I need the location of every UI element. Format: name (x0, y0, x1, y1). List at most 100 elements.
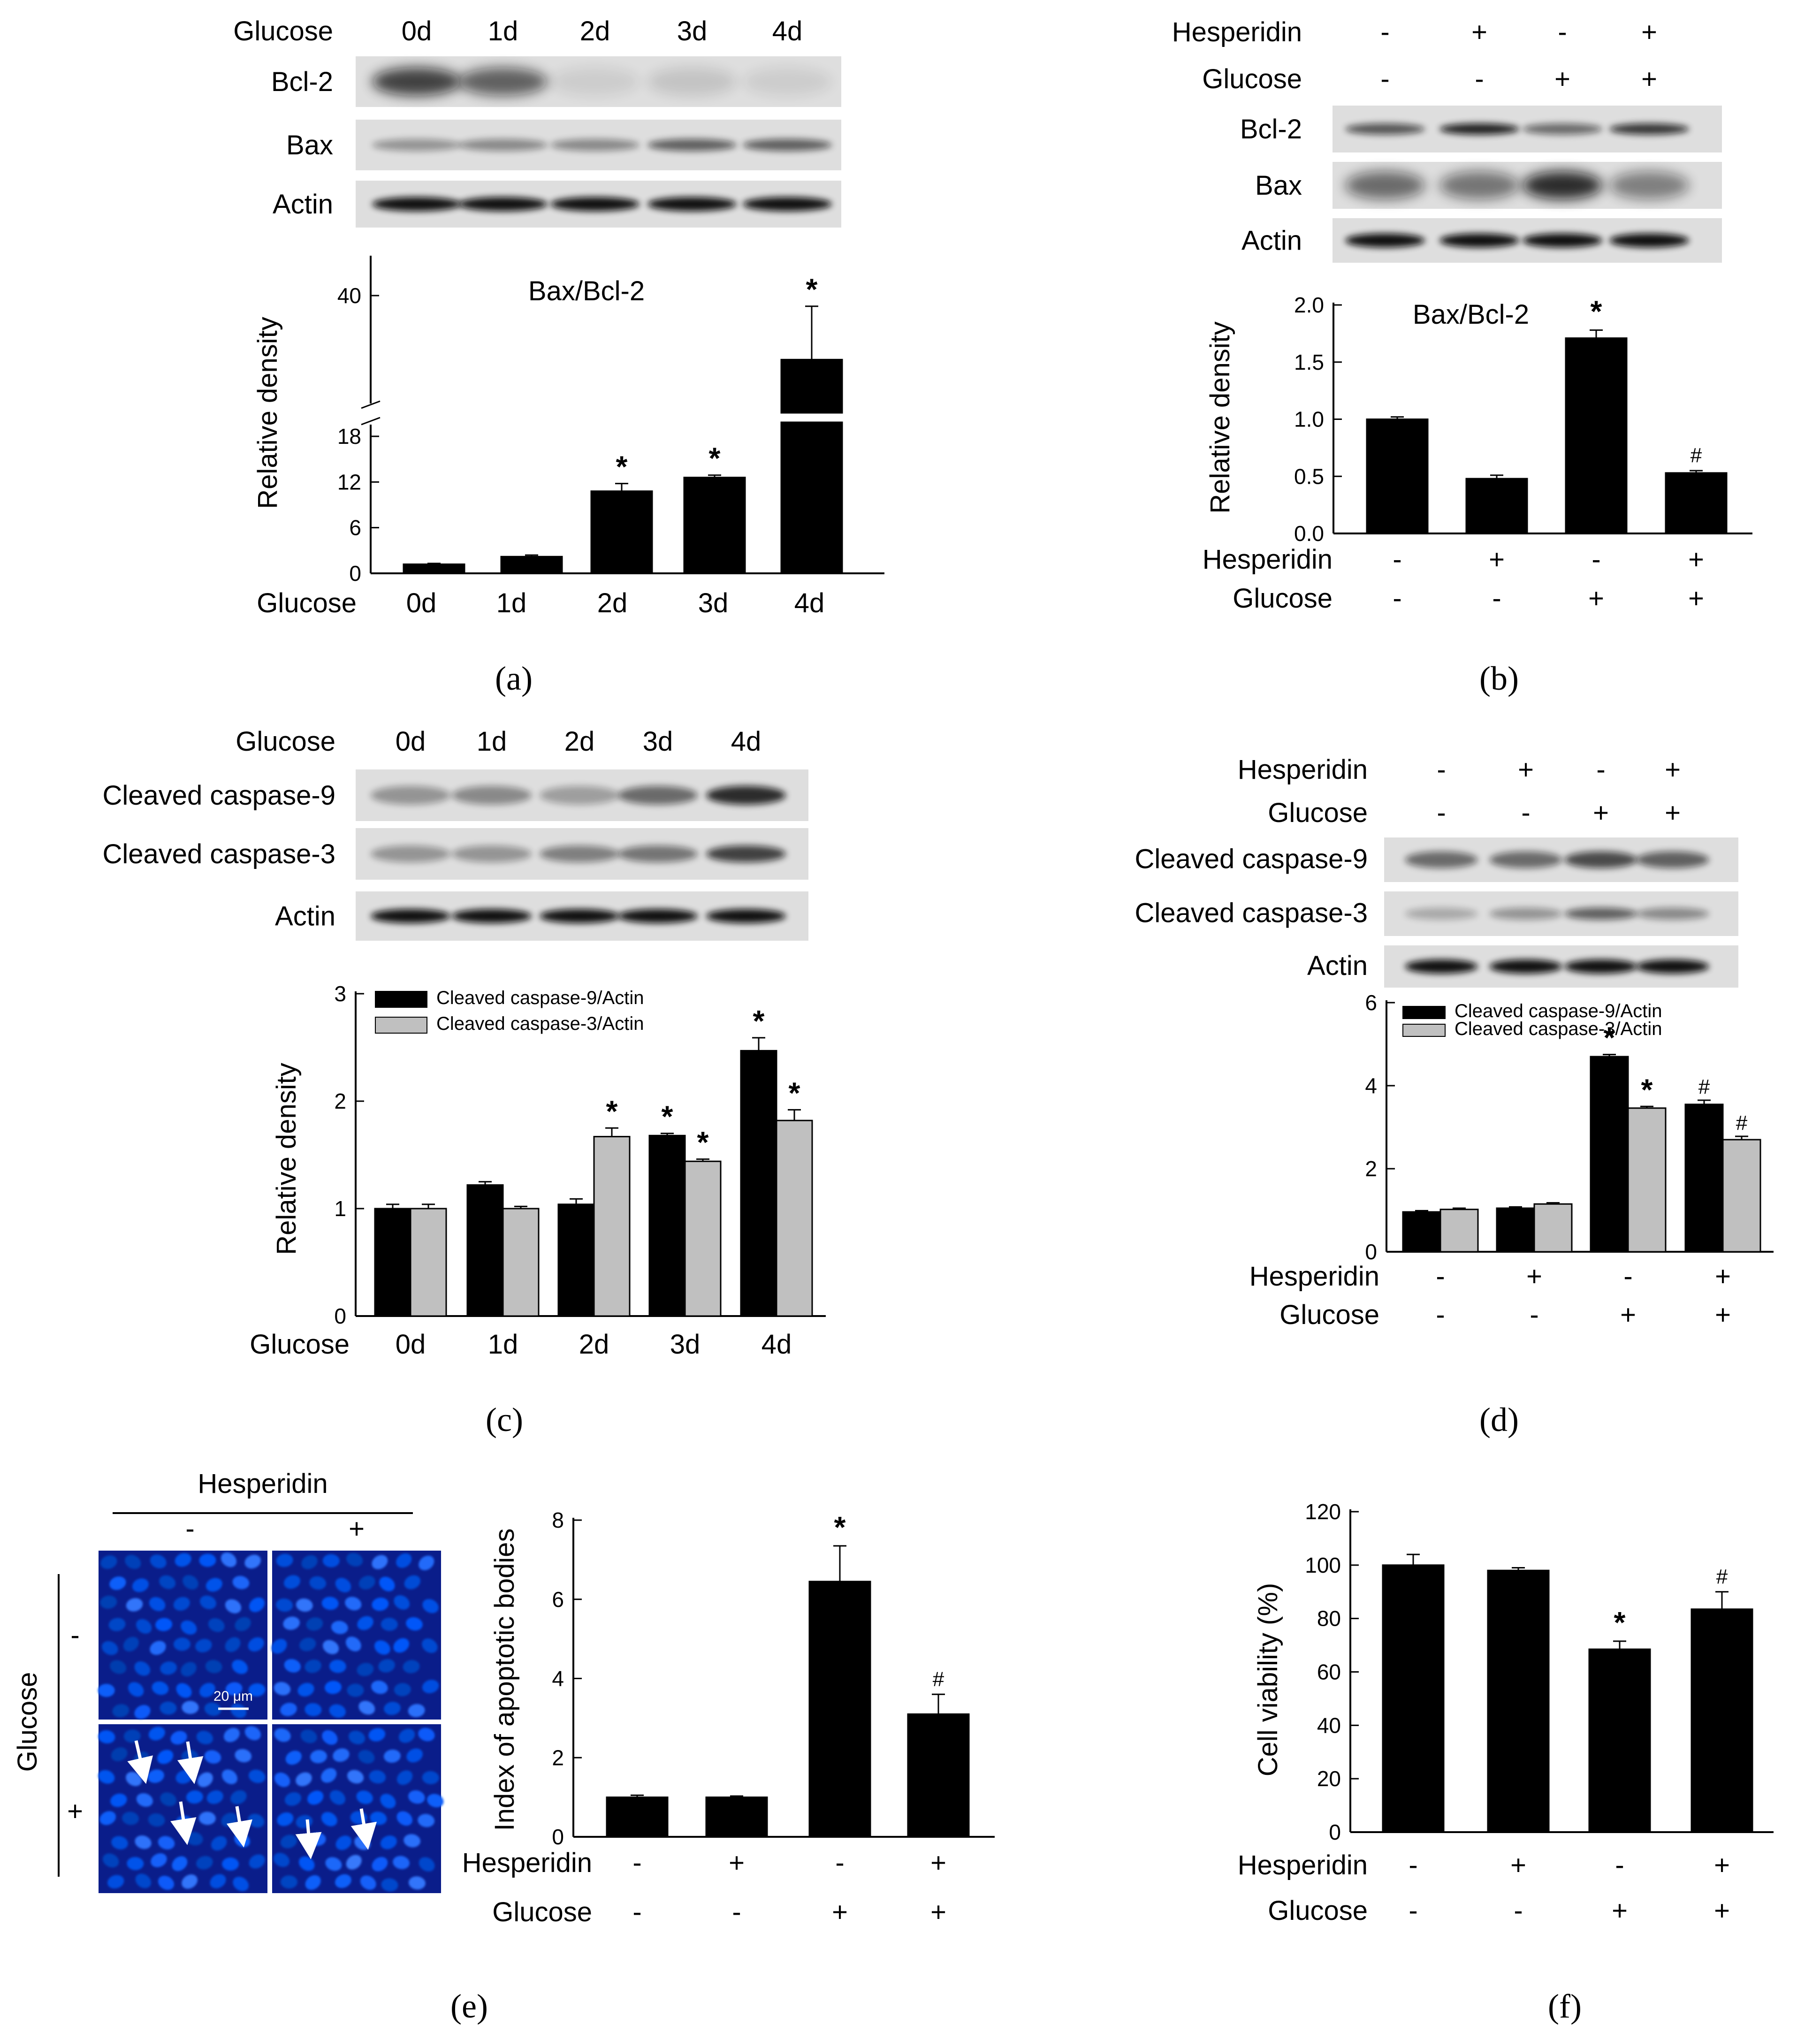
treatment-sign: - (1393, 583, 1401, 614)
nucleus (418, 1814, 435, 1827)
bar (808, 1581, 871, 1838)
nucleus (297, 1682, 314, 1697)
nucleus (404, 1575, 421, 1590)
bar (374, 1208, 411, 1317)
significance-star: * (606, 1094, 618, 1128)
blot-band (458, 139, 548, 151)
nucleus (173, 1597, 190, 1611)
blot-strip (1333, 106, 1722, 152)
nucleus (123, 1636, 139, 1652)
nucleus (274, 1772, 290, 1787)
nucleus (125, 1554, 141, 1569)
treatment-sign: - (1409, 1850, 1417, 1880)
nucleus (274, 1728, 291, 1742)
nucleus (273, 1853, 290, 1867)
nucleus (249, 1854, 265, 1869)
y-tick-label: 20 (1317, 1766, 1341, 1791)
blot-band (458, 68, 548, 96)
western-blots: Glucose 0d 1d 2d 3d 4d Bcl-2 Bax Actin Hesperidin… (102, 16, 1738, 988)
apoptosis-arrow-icon (170, 1801, 197, 1845)
treatment-label: Glucose (1233, 583, 1333, 614)
nucleus (309, 1576, 327, 1590)
y-tick-label: 1.5 (1294, 350, 1324, 374)
nucleus (277, 1812, 294, 1827)
treatment-sign: + (1665, 754, 1681, 785)
chart-c: 0 1 2 3 Relative density Cleaved caspase-9/Ac… (250, 982, 826, 1360)
nucleus (394, 1683, 411, 1697)
nucleus (299, 1637, 316, 1651)
legend-swatch (375, 991, 427, 1008)
x-axis-label: Glucose (257, 588, 357, 618)
x-tick-label: 4d (794, 588, 825, 618)
bar (1588, 1648, 1651, 1833)
significance-star: * (1641, 1073, 1653, 1106)
blot-band (1439, 123, 1519, 135)
nucleus (149, 1597, 166, 1611)
column-sign: - (185, 1514, 194, 1544)
nucleus (235, 1749, 252, 1763)
nucleus (408, 1790, 425, 1804)
bar (1684, 1104, 1724, 1253)
nucleus (406, 1617, 423, 1631)
blot-band (372, 197, 461, 211)
treatment-sign: + (1688, 583, 1704, 614)
treatment-sign: + (1518, 754, 1534, 785)
nucleus (396, 1770, 413, 1785)
nucleus (284, 1659, 301, 1673)
significance-star: * (697, 1126, 709, 1159)
y-tick-label: 40 (337, 283, 361, 308)
y-tick-label: 4 (1365, 1073, 1377, 1098)
y-tick-label: 4 (552, 1667, 564, 1691)
x-tick-label: 1d (488, 1329, 518, 1360)
significance-star: * (806, 273, 818, 306)
nucleus (101, 1641, 118, 1655)
nucleus (155, 1618, 173, 1631)
nucleus (221, 1769, 237, 1784)
lane-label: 2d (580, 16, 610, 46)
nucleus (176, 1683, 192, 1698)
blot-row-label: Bax (1255, 170, 1302, 201)
blot-band (1405, 851, 1478, 868)
treatment-sign: - (632, 1897, 641, 1927)
row-sign: + (67, 1796, 83, 1827)
micrograph-column-header: Hesperidin (198, 1469, 327, 1499)
bar (593, 1136, 631, 1317)
blot-band (540, 845, 619, 862)
bar (1487, 1569, 1550, 1833)
bar (780, 358, 843, 414)
nucleus (110, 1793, 127, 1807)
y-tick-label: 0 (552, 1825, 564, 1849)
y-tick-label: 2 (1365, 1157, 1377, 1181)
nucleus (276, 1553, 293, 1567)
bar (403, 563, 465, 574)
nucleus (371, 1680, 388, 1694)
chart-title: Bax/Bcl-2 (1413, 299, 1529, 330)
bar (500, 556, 563, 574)
treatment-sign: + (1715, 1300, 1731, 1330)
nucleus (205, 1659, 222, 1674)
blot-band (1523, 123, 1602, 135)
nucleus (199, 1553, 216, 1567)
blot-band (647, 68, 737, 96)
nucleus (108, 1618, 126, 1631)
nucleus (132, 1578, 149, 1592)
blot-row-label: Bax (286, 130, 333, 160)
lane-label: 0d (396, 726, 426, 757)
treatment-sign: + (1715, 1261, 1731, 1292)
treatment-sign: + (1471, 17, 1487, 47)
blot-band (452, 786, 532, 805)
treatment-sign: - (835, 1848, 844, 1878)
blot-strip (356, 891, 808, 941)
bar (557, 1203, 595, 1317)
column-sign: + (349, 1514, 365, 1544)
nucleus (232, 1659, 248, 1674)
nucleus (182, 1701, 199, 1714)
blot-band (1636, 959, 1709, 974)
nucleus (329, 1704, 346, 1718)
blot-band (743, 197, 832, 211)
nucleus (404, 1834, 421, 1848)
blot-band (1609, 171, 1689, 199)
nucleus (298, 1856, 315, 1871)
treatment-label: Hesperidin (1238, 754, 1368, 785)
nucleus (322, 1640, 339, 1654)
